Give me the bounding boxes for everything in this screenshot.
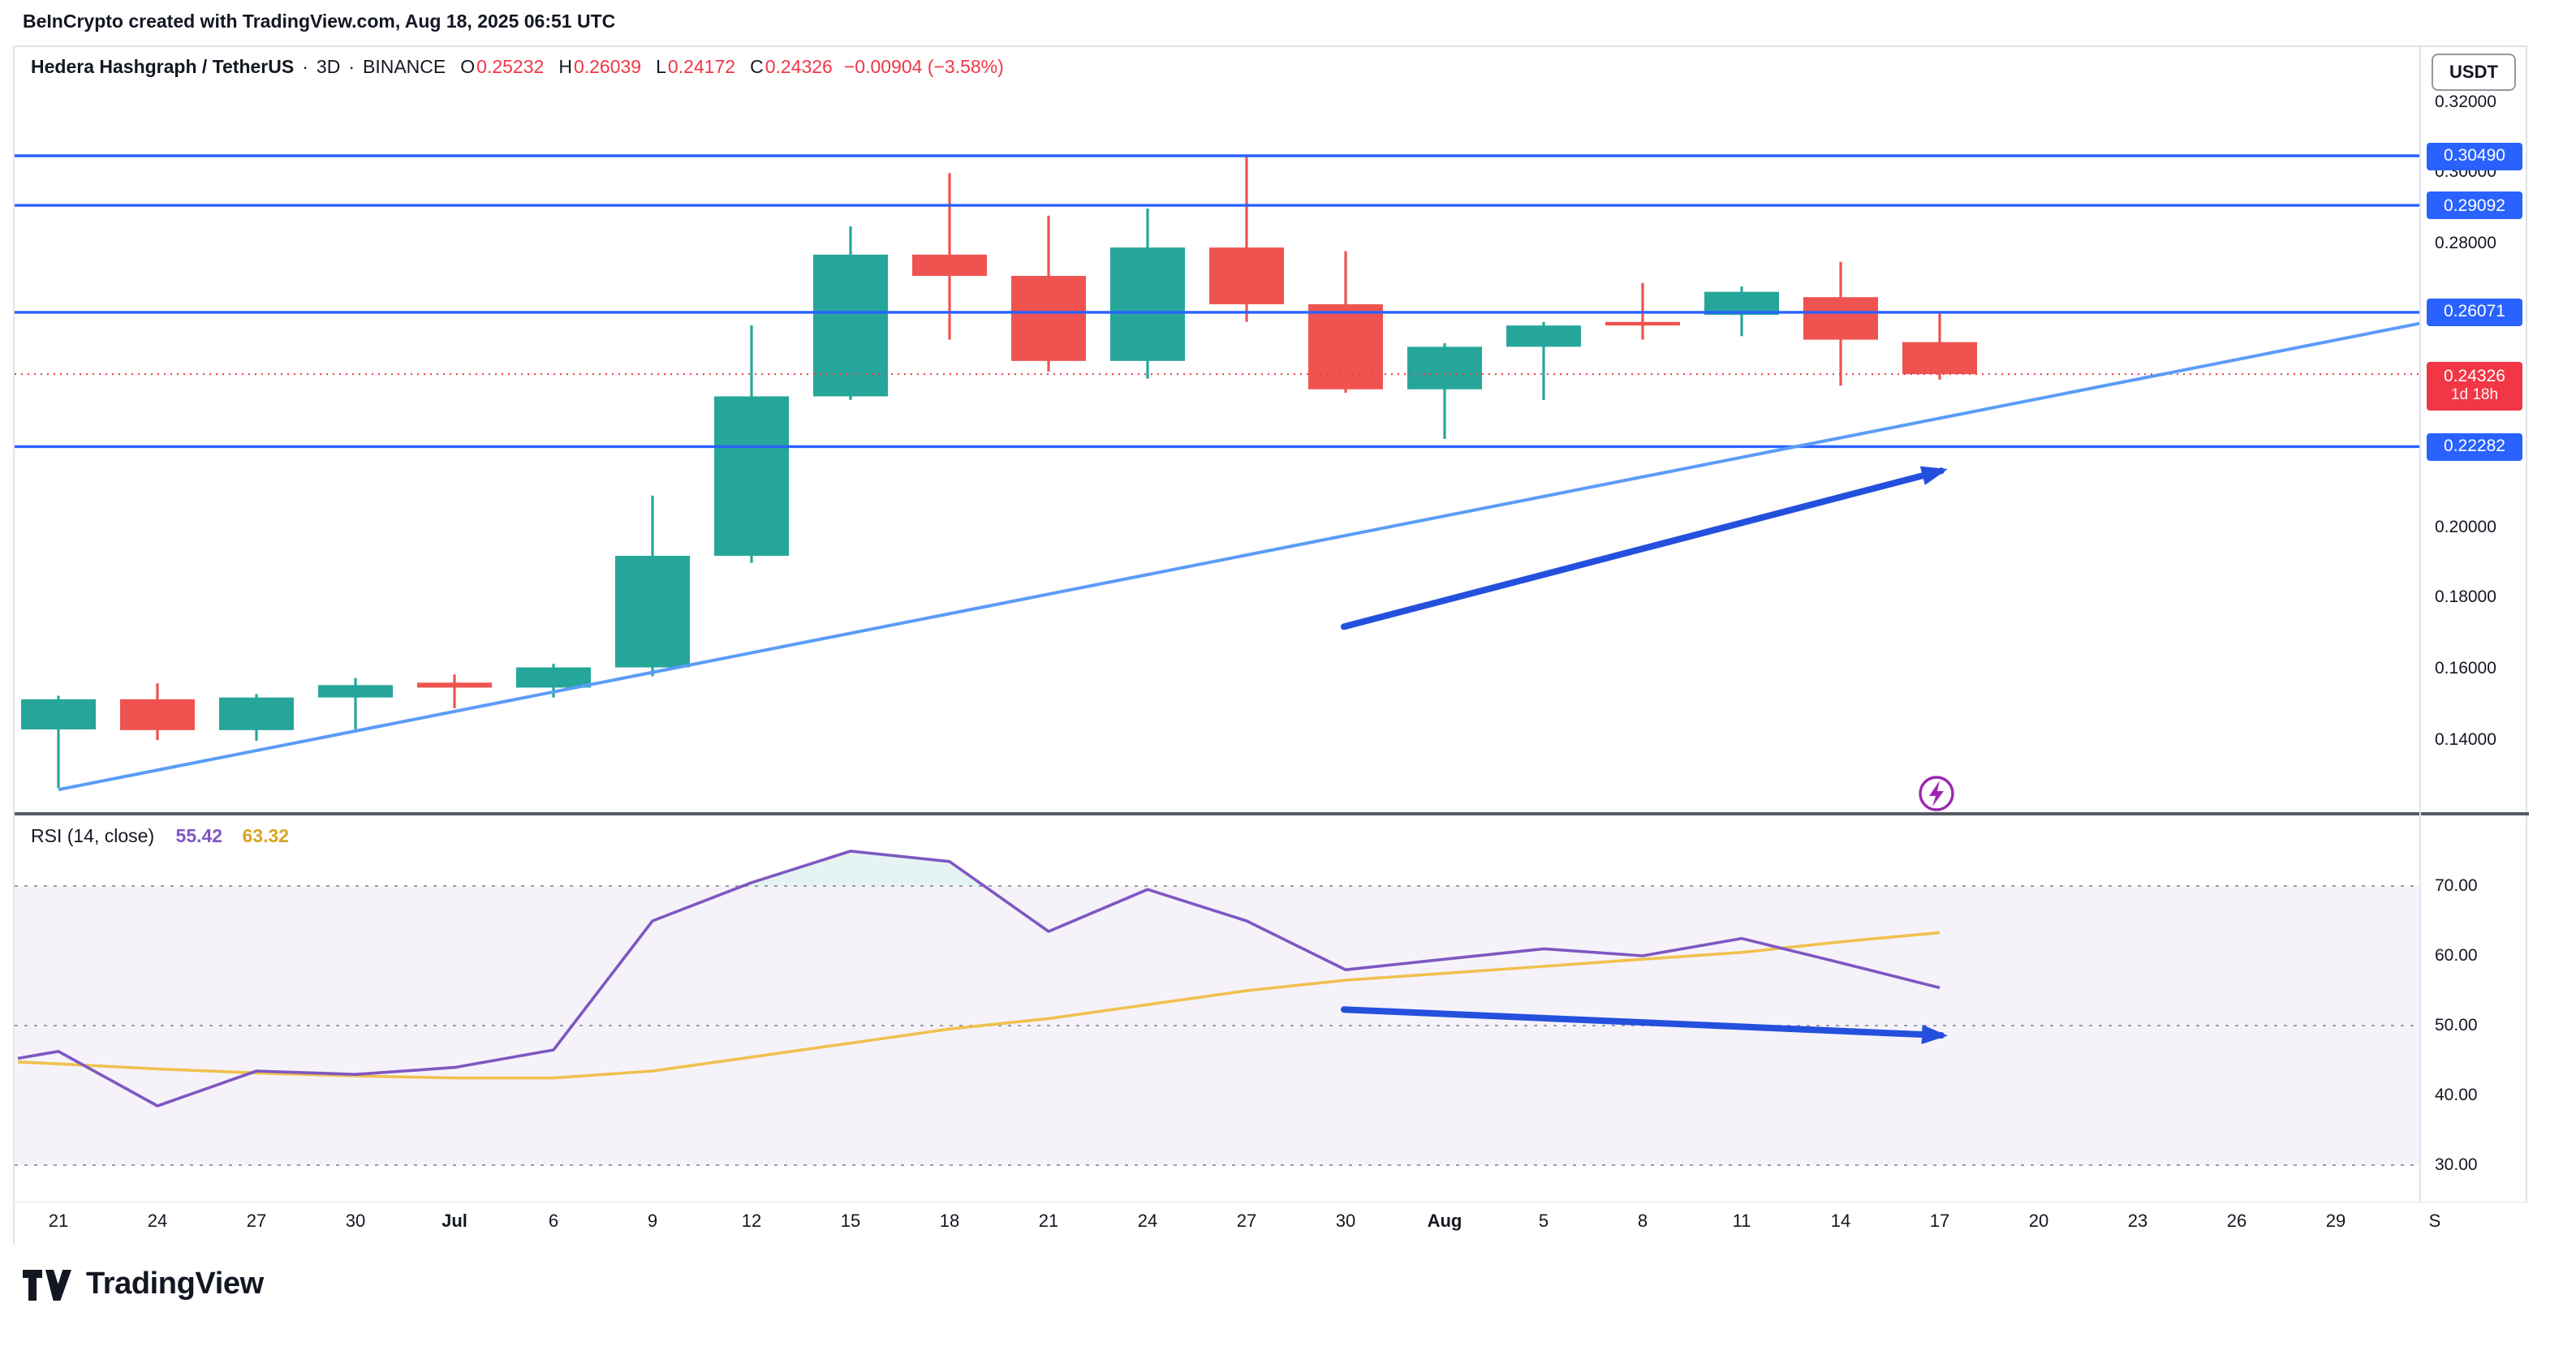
last-price-value: 0.24326	[2444, 366, 2505, 386]
symbol-title: Hedera Hashgraph / TetherUS	[31, 58, 295, 78]
rsi-value: 55.42	[175, 828, 223, 847]
time-axis-label: 11	[1732, 1212, 1751, 1232]
time-axis-label: 18	[939, 1212, 960, 1232]
exchange-label: BINANCE	[363, 58, 446, 78]
time-axis-label: 12	[741, 1212, 762, 1232]
time-axis[interactable]: 21 24 27 30 Jul 6 9 12 15 18 21 24 27 30 Aug 5 8 11 14 17 20…	[15, 1202, 2529, 1245]
rsi-tick-label: 50.00	[2435, 1015, 2478, 1035]
price-tick-label: 0.32000	[2435, 92, 2496, 112]
close-value: 0.24326	[765, 58, 833, 78]
price-axis[interactable]: 0.320000.300000.280000.220000.200000.180…	[2420, 47, 2529, 1246]
tradingview-logo-text: TradingView	[86, 1267, 264, 1301]
price-tick-label: 0.20000	[2435, 517, 2496, 537]
chart-widget: Hedera Hashgraph / TetherUS · 3D · BINAN…	[13, 45, 2529, 1246]
time-axis-label: 5	[1538, 1212, 1549, 1232]
tradingview-footer[interactable]: TradingView	[23, 1267, 264, 1303]
time-axis-label: 30	[345, 1212, 366, 1232]
low-label: L	[656, 58, 666, 78]
last-price-badge: 0.24326 1d 18h	[2427, 361, 2522, 411]
time-axis-label: 9	[647, 1212, 658, 1232]
rsi-ma-value: 63.32	[242, 828, 290, 847]
time-axis-label: 29	[2325, 1212, 2346, 1232]
symbol-legend[interactable]: Hedera Hashgraph / TetherUS · 3D · BINAN…	[31, 58, 1004, 78]
time-axis-label: 23	[2127, 1212, 2148, 1232]
currency-toggle-button[interactable]: USDT	[2432, 54, 2516, 91]
price-tick-label: 0.18000	[2435, 587, 2496, 608]
close-label: C	[750, 58, 764, 78]
bar-countdown: 1d 18h	[2450, 386, 2499, 405]
tradingview-logo-icon	[23, 1269, 71, 1300]
price-tick-label: 0.14000	[2435, 729, 2496, 750]
time-axis-label: 27	[246, 1212, 267, 1232]
rsi-label: RSI (14, close)	[31, 828, 155, 847]
open-label: O	[460, 58, 476, 78]
price-tick-label: 0.16000	[2435, 658, 2496, 678]
high-label: H	[558, 58, 572, 78]
rsi-tick-label: 30.00	[2435, 1155, 2478, 1174]
legend-separator: ·	[348, 58, 355, 78]
time-axis-label: 20	[2028, 1212, 2049, 1232]
time-axis-label: 24	[1137, 1212, 1158, 1232]
time-axis-label: 14	[1830, 1212, 1851, 1232]
time-axis-label: 8	[1637, 1212, 1648, 1232]
change-value: −0.00904 (−3.58%)	[843, 58, 1004, 78]
time-axis-label: 24	[147, 1212, 168, 1232]
rsi-legend[interactable]: RSI (14, close) 55.42 63.32	[31, 828, 289, 847]
time-axis-label: 27	[1236, 1212, 1257, 1232]
interval-label: 3D	[316, 58, 341, 78]
price-level-badge: 0.30490	[2427, 142, 2522, 170]
legend-separator: ·	[302, 58, 308, 78]
time-axis-label: 6	[548, 1212, 559, 1232]
high-value: 0.26039	[573, 58, 642, 78]
open-value: 0.25232	[476, 58, 545, 78]
price-tick-label: 0.28000	[2435, 233, 2496, 253]
price-level-badge: 0.29092	[2427, 191, 2522, 220]
rsi-tick-label: 60.00	[2435, 945, 2478, 965]
low-value: 0.24172	[667, 58, 736, 78]
time-axis-label: 17	[1929, 1212, 1950, 1232]
credit-text: BeInCrypto created with TradingView.com,…	[23, 13, 616, 32]
time-axis-label: 21	[48, 1212, 69, 1232]
time-axis-label: 26	[2226, 1212, 2247, 1232]
time-axis-label: Aug	[1427, 1212, 1462, 1232]
time-axis-label: Jul	[442, 1212, 467, 1232]
rsi-tick-label: 70.00	[2435, 875, 2478, 895]
rsi-tick-label: 40.00	[2435, 1085, 2478, 1104]
time-axis-label: 30	[1335, 1212, 1356, 1232]
price-level-badge: 0.26071	[2427, 298, 2522, 326]
price-level-badge: 0.22282	[2427, 432, 2522, 461]
time-axis-label: 15	[840, 1212, 861, 1232]
chart-canvas[interactable]	[15, 47, 2529, 1246]
time-axis-label: 21	[1038, 1212, 1059, 1232]
time-axis-label: S	[2428, 1212, 2441, 1232]
